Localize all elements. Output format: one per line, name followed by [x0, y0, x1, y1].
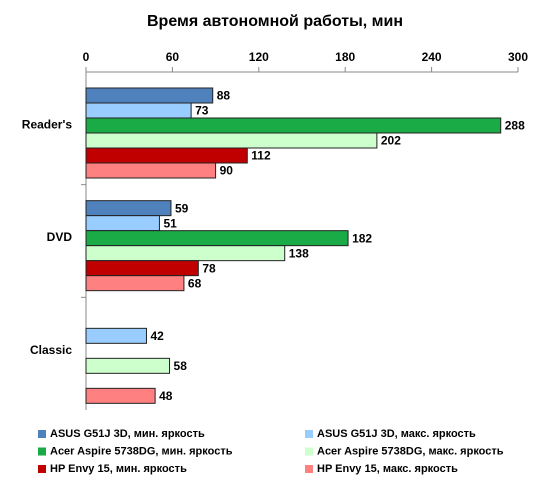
legend-label: Acer Aspire 5738DG, мин. яркость: [50, 445, 233, 457]
bar: [85, 215, 160, 232]
category-label: Classic: [30, 343, 72, 357]
data-label: 90: [220, 164, 234, 178]
bar: [85, 357, 171, 374]
bar: [85, 200, 172, 217]
legend-label: HP Envy 15, мин. яркость: [50, 463, 187, 475]
bar: [85, 87, 214, 104]
x-tick-label: 0: [83, 50, 90, 64]
chart-title: Время автономной работы, мин: [147, 13, 403, 30]
x-tick-label: 300: [508, 50, 528, 64]
data-label: 288: [505, 119, 525, 133]
data-label: 58: [174, 359, 188, 373]
category-label: Reader's: [22, 118, 73, 132]
x-tick-label: 120: [249, 50, 269, 64]
data-label: 73: [195, 104, 209, 118]
legend-label: ASUS G51J 3D, мин. яркость: [50, 428, 205, 440]
legend-label: HP Envy 15, макс. яркость: [317, 463, 458, 475]
bar: [85, 147, 248, 164]
legend-label: ASUS G51J 3D, макс. яркость: [317, 428, 476, 440]
data-label: 59: [175, 201, 189, 215]
bar: [85, 275, 185, 292]
x-tick-label: 240: [422, 50, 442, 64]
data-label: 51: [163, 216, 177, 230]
data-label: 68: [188, 276, 202, 290]
legend-swatch: [305, 447, 313, 456]
legend-label: Acer Aspire 5738DG, макс. яркость: [317, 445, 504, 457]
bar: [85, 102, 192, 119]
data-label: 112: [251, 149, 271, 163]
data-label: 78: [202, 261, 216, 275]
bar: [85, 162, 217, 179]
bar: [85, 245, 286, 262]
legend-swatch: [305, 465, 313, 473]
bar: [85, 260, 199, 277]
legend-swatch: [305, 430, 313, 438]
bar: [85, 117, 502, 134]
data-label: 42: [150, 329, 164, 343]
bar: [85, 387, 156, 404]
x-tick-label: 180: [335, 50, 355, 64]
data-label: 182: [352, 231, 372, 245]
x-tick-label: 60: [166, 50, 180, 64]
category-label: DVD: [47, 230, 73, 244]
data-label: 48: [159, 389, 173, 403]
data-label: 138: [289, 246, 309, 260]
bar: [85, 132, 378, 149]
legend-swatch: [38, 447, 46, 456]
bar: [85, 327, 147, 344]
legend-swatch: [38, 430, 46, 438]
bar: [85, 230, 349, 247]
data-label: 88: [217, 89, 231, 103]
legend-swatch: [38, 465, 46, 473]
data-label: 202: [381, 134, 401, 148]
